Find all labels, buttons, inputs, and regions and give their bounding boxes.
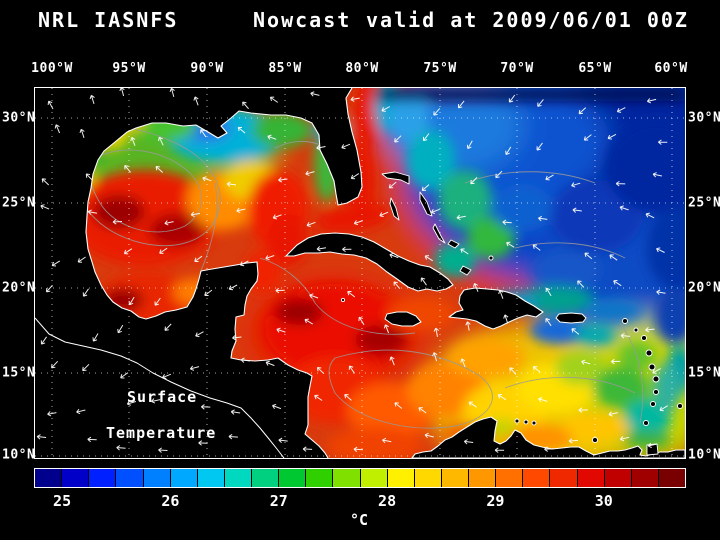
title-model: NRL IASNFS [38,8,179,32]
lon-label: 100°W [31,61,73,76]
map-frame [34,87,686,459]
south-america [411,416,685,458]
title-bar: NRL IASNFS Nowcast valid at 2009/06/01 0… [0,8,720,34]
sst-field-layer [35,88,685,458]
lesser-antilles [340,255,683,444]
grid-layer [35,88,685,458]
lon-label: 80°W [345,61,379,76]
lat-label: 25°N [2,195,36,211]
colorbar-segment [170,469,197,487]
colorbar-tick-label: 30 [594,492,613,510]
title-valid-time: valid at 2009/06/01 00Z [366,8,689,32]
pacific-coastline [35,317,285,458]
lat-label: 20°N [2,280,36,296]
lat-label: 15°N [688,365,720,381]
lat-label: 30°N [2,110,36,126]
colorbar-segments [35,469,685,487]
colorbar-segment [550,469,577,487]
lon-label: 70°W [500,61,534,76]
lon-label: 85°W [268,61,302,76]
colorbar-segment [414,469,441,487]
colorbar-tick-label: 29 [486,492,505,510]
colorbar-tick-label: 25 [53,492,72,510]
colorbar-segment [387,469,414,487]
colorbar-segment [89,469,116,487]
hispaniola [448,287,544,330]
land-layer [35,88,685,458]
lat-label: 25°N [688,195,720,211]
colorbar-segment [496,469,523,487]
colorbar-segment [469,469,496,487]
colorbar-ticks: 25 26 27 28 29 30 [35,492,685,510]
lat-label: 20°N [688,280,720,296]
colorbar-tick-label: 27 [269,492,288,510]
cuba [285,232,454,292]
wind-vectors-layer [36,88,668,453]
map-annotation-line1: Surface [127,388,198,406]
colorbar-segment [252,469,279,487]
colorbar-segment [441,469,468,487]
bahamas [381,171,472,276]
colorbar-segment [604,469,631,487]
colorbar-segment [279,469,306,487]
colorbar-segment [35,469,62,487]
puerto-rico [555,312,587,324]
lat-label: 10°N [2,447,36,463]
colorbar-tick-label: 28 [378,492,397,510]
jamaica [384,311,422,327]
colorbar-segment [143,469,170,487]
sst-map-canvas [35,88,685,458]
colorbar-segment [116,469,143,487]
colorbar-segment [523,469,550,487]
map-annotation-line2: Temperature [106,424,217,442]
lon-label: 95°W [112,61,146,76]
lat-label: 15°N [2,365,36,381]
title-product: Nowcast [253,8,352,32]
lon-label: 90°W [190,61,224,76]
lat-label: 10°N [688,447,720,463]
colorbar-segment [306,469,333,487]
lon-label: 75°W [423,61,457,76]
colorbar-unit-label: °C [349,511,369,529]
colorbar-segment [224,469,251,487]
colorbar-segment [360,469,387,487]
colorbar-segment [577,469,604,487]
colorbar [34,468,686,488]
colorbar-segment [631,469,658,487]
colorbar-segment [62,469,89,487]
lat-label: 30°N [688,110,720,126]
colorbar-tick-label: 26 [161,492,180,510]
colorbar-segment [658,469,685,487]
colorbar-segment [333,469,360,487]
colorbar-segment [197,469,224,487]
lon-label: 60°W [654,61,688,76]
lon-label: 65°W [578,61,612,76]
